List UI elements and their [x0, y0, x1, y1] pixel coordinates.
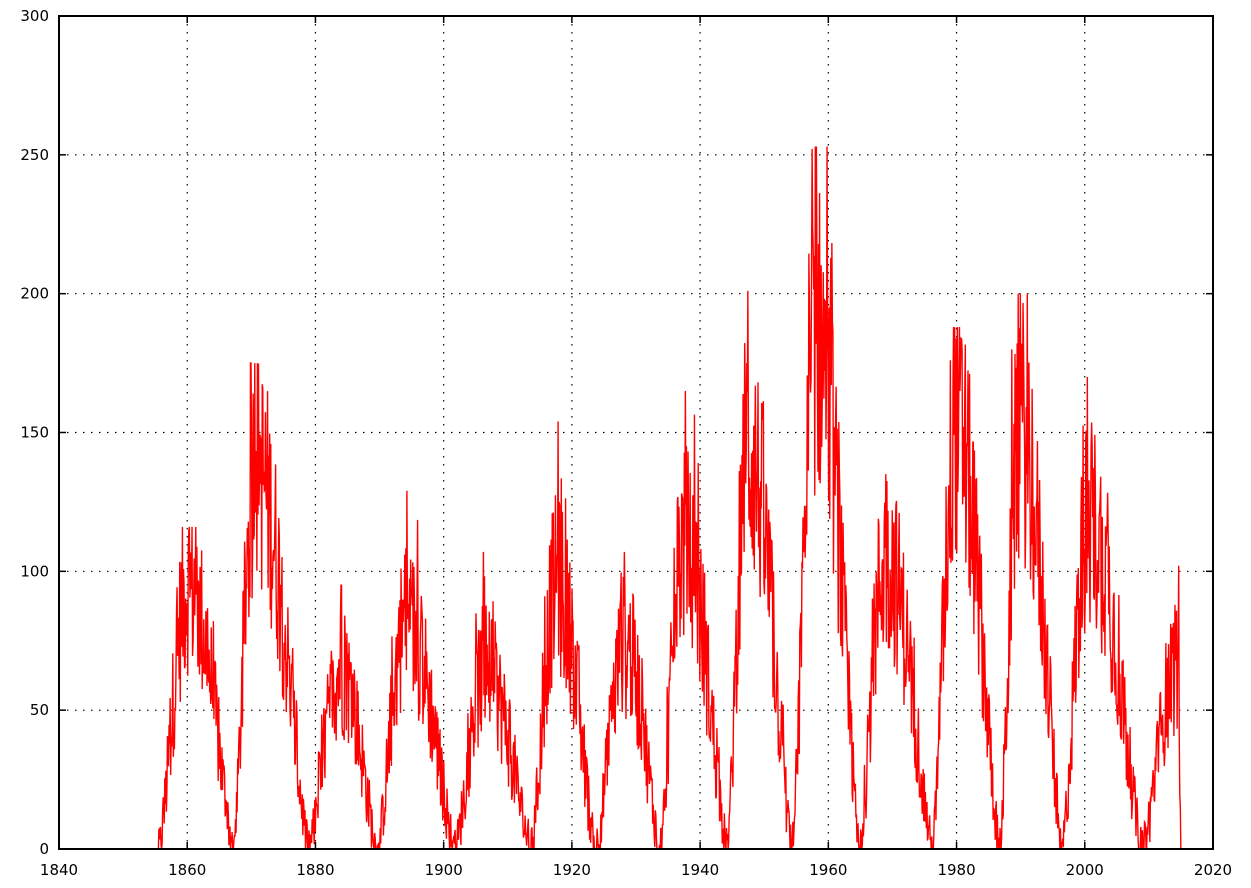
grid-layer	[59, 16, 1213, 849]
x-tick-label: 1880	[296, 861, 334, 879]
x-tick-label: 2020	[1194, 861, 1232, 879]
series-layer	[157, 146, 1182, 851]
x-tick-label: 1860	[168, 861, 206, 879]
x-tick-label: 1940	[681, 861, 719, 879]
y-tick-label: 250	[20, 146, 49, 164]
y-tick-label: 50	[30, 701, 49, 719]
y-tick-label: 150	[20, 424, 49, 442]
label-layer: 1840 1860 1880 1900 1920 1940 1960 1980 2000 2020…	[20, 7, 1232, 879]
sunspot-series-line	[157, 146, 1182, 851]
x-tick-label: 1980	[937, 861, 975, 879]
x-tick-label: 2000	[1066, 861, 1104, 879]
x-tick-label: 1900	[425, 861, 463, 879]
y-tick-label: 200	[20, 285, 49, 303]
y-tick-label: 0	[39, 840, 49, 858]
x-tick-label: 1960	[809, 861, 847, 879]
x-tick-label: 1920	[553, 861, 591, 879]
y-tick-label: 100	[20, 562, 49, 580]
y-tick-label: 300	[20, 7, 49, 25]
tick-layer	[58, 15, 1214, 850]
x-tick-label: 1840	[40, 861, 78, 879]
